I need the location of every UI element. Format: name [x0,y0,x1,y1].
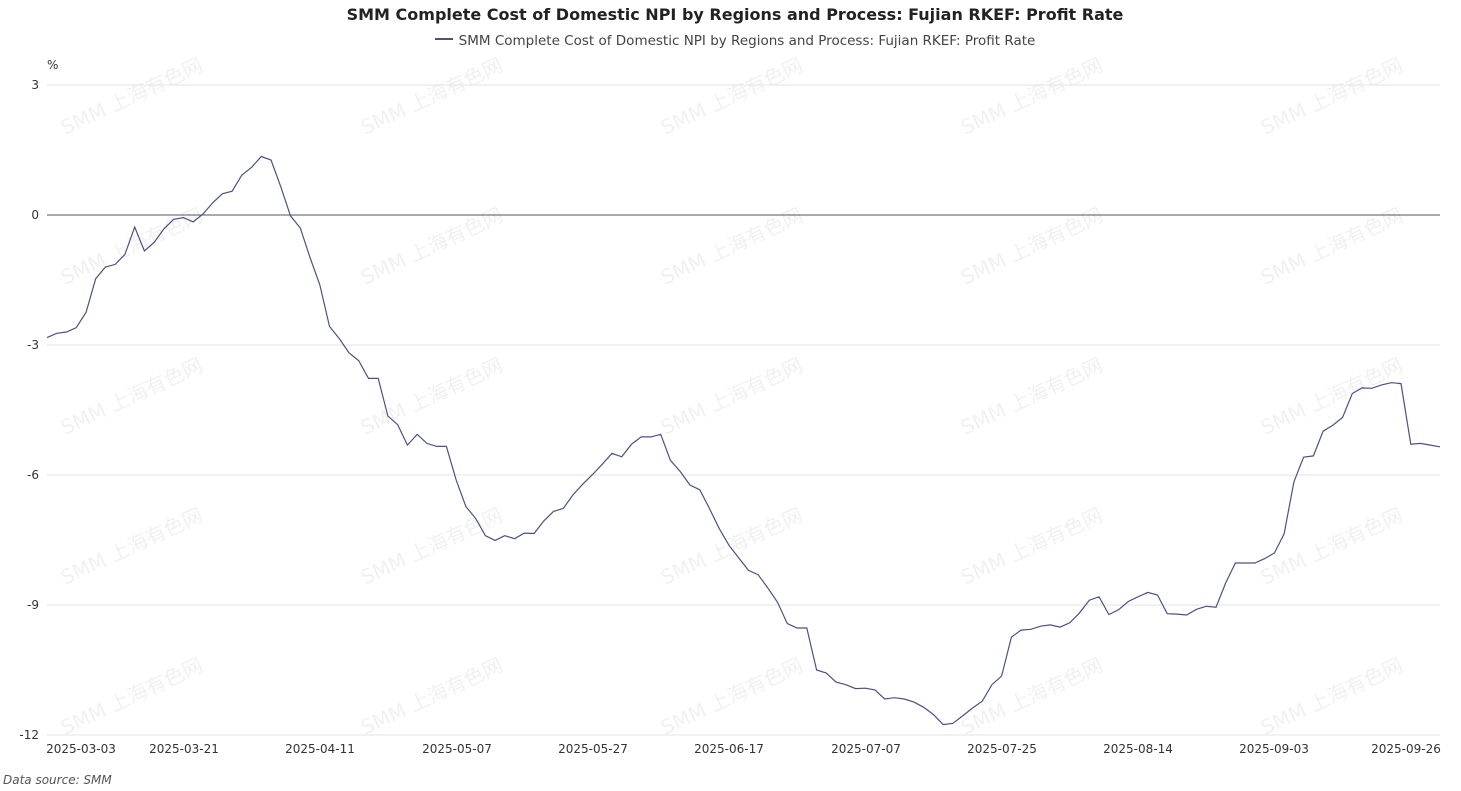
x-tick-label: 2025-09-03 [1239,742,1309,756]
watermark-text: SMM 上海有色网 [657,53,806,140]
watermark-layer: SMM 上海有色网 SMM 上海有色网 SMM 上海有色网 SMM 上海有色网 SMM … [57,53,1406,740]
x-tick-label: 2025-07-07 [831,742,901,756]
watermark-text: SMM 上海有色网 [357,53,506,140]
watermark-text: SMM 上海有色网 [57,203,206,290]
watermark-text: SMM 上海有色网 [57,53,206,140]
watermark-text: SMM 上海有色网 [657,653,806,740]
watermark-text: SMM 上海有色网 [57,503,206,590]
x-tick-label: 2025-08-14 [1103,742,1173,756]
watermark-text: SMM 上海有色网 [1257,203,1406,290]
watermark-text: SMM 上海有色网 [957,203,1106,290]
x-tick-label: 2025-03-21 [149,742,219,756]
watermark-text: SMM 上海有色网 [357,353,506,440]
y-tick-label: 3 [31,78,39,92]
gridlines [47,84,1440,736]
watermark-text: SMM 上海有色网 [1257,503,1406,590]
watermark-text: SMM 上海有色网 [957,53,1106,140]
legend-label: SMM Complete Cost of Domestic NPI by Reg… [458,33,1036,49]
data-source-note: Data source: SMM [3,773,112,787]
x-tick-label: 2025-06-17 [694,742,764,756]
watermark-text: SMM 上海有色网 [657,503,806,590]
series-line [46,155,1441,726]
x-tick-label: 2025-03-03 [46,742,116,756]
x-tick-label: 2025-04-11 [285,742,355,756]
y-tick-label: -3 [27,338,39,352]
watermark-text: SMM 上海有色网 [357,653,506,740]
x-tick-label: 2025-09-26 [1371,742,1441,756]
y-tick-label: 0 [31,208,39,222]
watermark-text: SMM 上海有色网 [957,653,1106,740]
y-tick-label: -6 [27,468,39,482]
watermark-text: SMM 上海有色网 [957,503,1106,590]
watermark-text: SMM 上海有色网 [657,203,806,290]
x-tick-label: 2025-05-07 [422,742,492,756]
watermark-text: SMM 上海有色网 [357,503,506,590]
watermark-text: SMM 上海有色网 [957,353,1106,440]
x-tick-label: 2025-07-25 [967,742,1037,756]
watermark-text: SMM 上海有色网 [57,653,206,740]
watermark-text: SMM 上海有色网 [357,203,506,290]
y-tick-label: -12 [19,728,39,742]
watermark-text: SMM 上海有色网 [57,353,206,440]
watermark-text: SMM 上海有色网 [657,353,806,440]
watermark-text: SMM 上海有色网 [1257,53,1406,140]
chart-title: SMM Complete Cost of Domestic NPI by Reg… [346,5,1124,24]
y-axis-unit-label: % [47,58,58,72]
watermark-text: SMM 上海有色网 [1257,653,1406,740]
y-tick-label: -9 [27,598,39,612]
x-axis-ticks: 2025-03-03 2025-03-21 2025-04-11 2025-05-07… [46,742,1441,756]
legend-swatch [434,38,453,40]
x-tick-label: 2025-05-27 [558,742,628,756]
legend[interactable]: SMM Complete Cost of Domestic NPI by Reg… [0,33,1461,49]
y-axis-ticks: 3 0 -3 -6 -9 -12 [19,78,39,742]
